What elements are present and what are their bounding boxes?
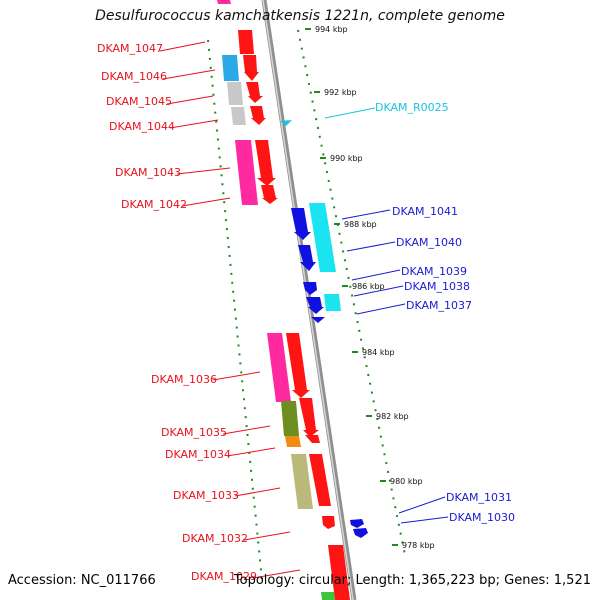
- gene-label[interactable]: DKAM_1038: [404, 280, 470, 293]
- gene-dkam-1034-arrow[interactable]: [305, 435, 320, 443]
- gene-label-leader: [341, 209, 391, 220]
- gene-label-leader: [181, 197, 231, 207]
- gene-dkam-1038-arrow[interactable]: [306, 297, 324, 314]
- gene-dkam-1046-block[interactable]: [222, 55, 239, 81]
- gene-dkam-1043-block[interactable]: [235, 140, 258, 205]
- gene-label[interactable]: DKAM_1035: [161, 426, 227, 439]
- gene-dkam-1047-arrow[interactable]: [238, 30, 254, 54]
- gene-label[interactable]: DKAM_1029: [191, 570, 257, 583]
- gene-dkam-1035-block[interactable]: [281, 401, 299, 436]
- gene-label-leader: [169, 119, 219, 129]
- scale-tick-label: 984 kbp: [362, 348, 395, 357]
- gene-label-leader: [162, 69, 216, 80]
- gene-label[interactable]: DKAM_1039: [401, 265, 467, 278]
- gene-dkam-1031-arrow[interactable]: [350, 519, 364, 528]
- page-title: Desulfurococcus kamchatkensis 1221n, com…: [95, 8, 505, 24]
- gene-dkam-1036-arrow[interactable]: [286, 333, 310, 398]
- gene-dkam-1032-arrow[interactable]: [322, 516, 335, 529]
- gene-dkam-1046-arrow[interactable]: [243, 55, 259, 81]
- gene-dkam-1034-block[interactable]: [285, 436, 301, 447]
- gene-label[interactable]: DKAM_1040: [396, 236, 462, 249]
- gene-dkam-1036-block[interactable]: [267, 333, 291, 402]
- gene-dkam-1040-block[interactable]: [309, 203, 336, 272]
- gene-label-leader: [166, 95, 214, 105]
- gene-label-leader: [243, 531, 291, 541]
- gene-dkam-1035-arrow[interactable]: [299, 398, 319, 437]
- genome-info-text: Topology: circular; Length: 1,365,223 bp…: [233, 573, 591, 588]
- gene-dkam-1041-arrow[interactable]: [291, 208, 311, 240]
- gene-dkam-1044-block[interactable]: [231, 107, 246, 125]
- gene-label[interactable]: DKAM_1045: [106, 95, 172, 108]
- gene-label[interactable]: DKAM_1036: [151, 373, 217, 386]
- gene-dkam-1040-arrow[interactable]: [298, 245, 316, 271]
- gene-dkam-1033-arrow[interactable]: [309, 454, 331, 506]
- gene-label-leader: [356, 303, 406, 315]
- gene-label[interactable]: DKAM_1041: [392, 205, 458, 218]
- gene-label-leader: [252, 569, 301, 579]
- gene-dkam-1039-arrow[interactable]: [303, 282, 317, 295]
- gene-label[interactable]: DKAM_1032: [182, 532, 248, 545]
- gene-label-leader: [234, 487, 281, 497]
- gene-label-leader: [222, 425, 271, 435]
- gene-dkam-1045-block[interactable]: [227, 82, 243, 105]
- scale-tick-label: 978 kbp: [402, 541, 435, 550]
- gene-dkam-1045-arrow[interactable]: [246, 82, 263, 103]
- scale-tick-label: 982 kbp: [376, 412, 409, 421]
- gene-label[interactable]: DKAM_1042: [121, 198, 187, 211]
- gene-dkam-1044-arrow[interactable]: [250, 106, 266, 125]
- gene-dkam-1037-block[interactable]: [324, 294, 341, 311]
- scale-tick-label: 988 kbp: [344, 220, 377, 229]
- gene-label[interactable]: DKAM_1044: [109, 120, 175, 133]
- gene-dkam-r0025-marker[interactable]: [280, 120, 292, 126]
- accession-text: Accession: NC_011766: [8, 573, 156, 588]
- gene-label[interactable]: DKAM_1037: [406, 299, 472, 312]
- gene-label-leader: [226, 447, 276, 457]
- gene-label[interactable]: DKAM_1031: [446, 491, 512, 504]
- gene-dkam-1029-arrow[interactable]: [328, 545, 350, 600]
- gene-dkam-1030-arrow[interactable]: [353, 528, 368, 538]
- scale-tick-label: 980 kbp: [390, 477, 423, 486]
- left-track-guide: [207, 39, 263, 581]
- gene-label[interactable]: DKAM_1034: [165, 448, 231, 461]
- scale-tick-label: 986 kbp: [352, 282, 385, 291]
- gene-label-leader: [400, 516, 449, 524]
- scale-tick-label: 990 kbp: [330, 154, 363, 163]
- gene-dkam-1042-arrow[interactable]: [261, 185, 278, 204]
- gene-label-leader: [212, 371, 261, 381]
- gene-dkam-1043-arrow[interactable]: [255, 140, 276, 186]
- gene-label-leader: [351, 269, 401, 281]
- gene-label-leader: [398, 496, 446, 514]
- gene-label[interactable]: DKAM_1033: [173, 489, 239, 502]
- gene-bottom-green[interactable]: [321, 592, 335, 600]
- gene-label-leader: [324, 107, 376, 119]
- gene-label-leader: [346, 241, 396, 252]
- gene-dkam-1033-block[interactable]: [291, 454, 313, 509]
- gene-label[interactable]: DKAM_1047: [97, 42, 163, 55]
- scale-ticks: 994 kbp 992 kbp 990 kbp 988 kbp 986 kbp 984 k…: [305, 25, 435, 550]
- gene-pink-top[interactable]: [217, 0, 231, 4]
- gene-label[interactable]: DKAM_1043: [115, 166, 181, 179]
- gene-label-leader: [159, 41, 206, 52]
- gene-label-leader: [353, 285, 404, 297]
- scale-tick-label: 994 kbp: [315, 25, 348, 34]
- gene-label[interactable]: DKAM_1030: [449, 511, 515, 524]
- gene-dkam-1037-arrow[interactable]: [311, 317, 325, 323]
- gene-label[interactable]: DKAM_1046: [101, 70, 167, 83]
- scale-tick-label: 992 kbp: [324, 88, 357, 97]
- gene-label-leader: [176, 167, 231, 175]
- gene-labels: DKAM_1047 DKAM_1046 DKAM_1045 DKAM_1044 DKAM…: [97, 41, 515, 583]
- gene-label[interactable]: DKAM_R0025: [375, 101, 449, 114]
